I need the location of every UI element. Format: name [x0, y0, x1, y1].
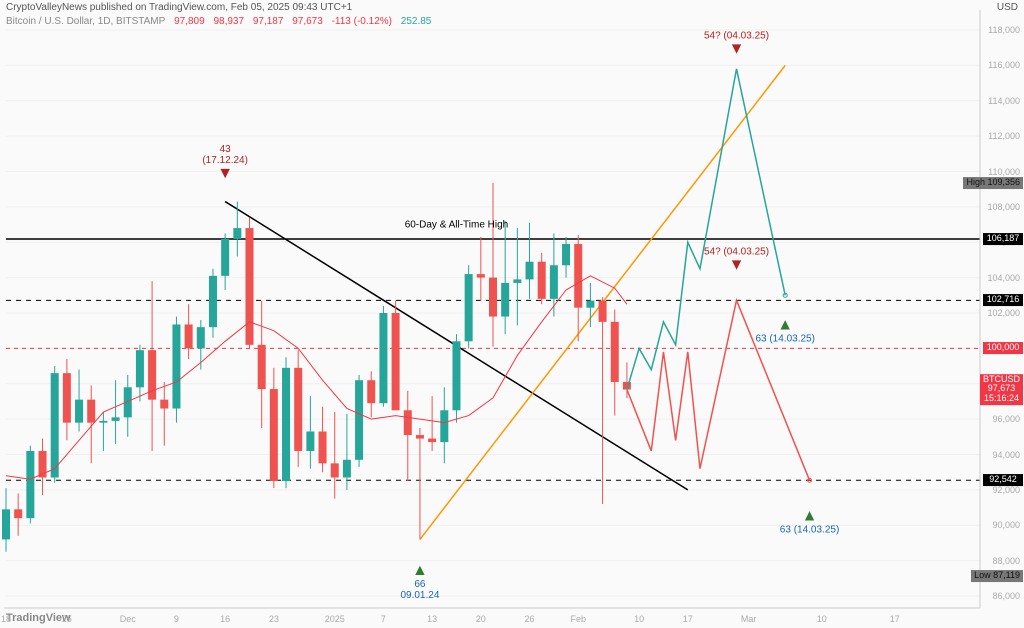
chart-svg — [0, 0, 1024, 628]
y-tick-label: 96,000 — [992, 414, 1020, 424]
chart-annotation: 60-Day & All-Time High — [405, 219, 509, 230]
x-tick-label: 16 — [220, 614, 230, 624]
y-tick-label: 94,000 — [992, 450, 1020, 460]
x-tick-label: 20 — [476, 614, 486, 624]
y-tick-label: 112,000 — [988, 131, 1020, 141]
x-tick-label: Mar — [741, 614, 757, 624]
x-tick-label: 10 — [634, 614, 644, 624]
x-tick-label: 25 — [62, 614, 72, 624]
chart-annotation: ▲6609.01.24 — [400, 563, 439, 601]
chart-annotation: 54? (04.03.25)▼ — [704, 246, 769, 273]
price-tag: 92,542 — [983, 474, 1023, 486]
x-tick-label: 18 — [1, 614, 11, 624]
chart-annotation: ▲63 (14.03.25) — [755, 317, 815, 344]
y-tick-label: 86,000 — [992, 591, 1020, 601]
chart-annotation: 43(17.12.24)▼ — [202, 144, 248, 182]
x-tick-label: 13 — [427, 614, 437, 624]
price-tag: BTCUSD97,67315:16:24 — [980, 374, 1023, 406]
x-tick-label: 2025 — [325, 614, 345, 624]
x-tick-label: 10 — [817, 614, 827, 624]
y-tick-label: 102,000 — [987, 308, 1020, 318]
x-tick-label: Feb — [570, 614, 586, 624]
y-tick-label: 108,000 — [987, 202, 1020, 212]
y-tick-label: 92,000 — [992, 485, 1020, 495]
x-tick-label: 17 — [890, 614, 900, 624]
y-tick-label: 90,000 — [992, 520, 1020, 530]
y-tick-label: 88,000 — [992, 556, 1020, 566]
y-tick-label: 110,000 — [988, 167, 1020, 177]
price-tag: Low 87,119 — [971, 570, 1023, 582]
price-tag: 106,187 — [983, 233, 1023, 245]
x-tick-label: 26 — [525, 614, 535, 624]
y-tick-label: 104,000 — [987, 273, 1020, 283]
chart-container[interactable]: CryptoValleyNews published on TradingVie… — [0, 0, 1024, 628]
y-tick-label: 114,000 — [988, 96, 1020, 106]
price-tag: 102,716 — [983, 294, 1023, 306]
x-tick-label: 9 — [174, 614, 179, 624]
price-tag: 100,000 — [983, 342, 1023, 354]
x-tick-label: Dec — [120, 614, 136, 624]
price-tag: High 109,356 — [963, 177, 1023, 189]
x-tick-label: 23 — [269, 614, 279, 624]
chart-annotation: ▲63 (14.03.25) — [780, 508, 840, 535]
x-tick-label: 7 — [381, 614, 386, 624]
y-tick-label: 116,000 — [988, 60, 1020, 70]
x-tick-label: 17 — [683, 614, 693, 624]
y-tick-label: 118,000 — [988, 25, 1020, 35]
chart-annotation: 54? (04.03.25)▼ — [704, 31, 769, 58]
